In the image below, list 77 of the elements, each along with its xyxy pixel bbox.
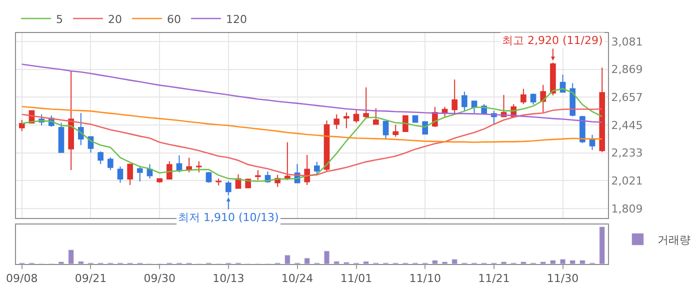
candlestick — [314, 161, 320, 175]
candlestick — [108, 156, 114, 171]
candlestick — [68, 70, 74, 171]
bar — [324, 250, 330, 264]
candlestick — [127, 164, 133, 186]
x-tick-label: 11/10 — [409, 272, 441, 286]
candlestick — [363, 86, 369, 120]
candlestick — [353, 110, 360, 124]
candlestick — [186, 157, 192, 173]
candlestick — [255, 170, 261, 180]
bar — [432, 260, 438, 264]
bar — [363, 261, 370, 264]
y-tick-label: 2,657 — [611, 90, 643, 104]
candlestick — [334, 114, 340, 130]
candlestick — [137, 166, 143, 182]
candlestick — [530, 92, 536, 106]
candlestick — [156, 178, 162, 184]
line-series — [21, 88, 603, 182]
y-tick-label: 2,445 — [611, 118, 643, 132]
bar — [570, 260, 576, 264]
annotation: 최고 2,920 (11/29) — [502, 34, 603, 47]
y-tick-label: 2,021 — [611, 174, 643, 188]
candlestick — [344, 112, 350, 129]
x-tick-label: 11/01 — [340, 272, 372, 286]
x-tick-label: 09/30 — [144, 272, 176, 286]
y-tick-label: 2,869 — [611, 63, 643, 76]
candlestick — [117, 166, 124, 184]
legend-label: 거래량 — [658, 234, 691, 247]
bar — [452, 258, 458, 264]
candlestick — [452, 79, 458, 114]
candlestick — [382, 120, 389, 140]
candlestick — [98, 150, 104, 165]
candlestick — [216, 178, 222, 186]
candlestick — [373, 108, 379, 126]
x-tick-label: 11/30 — [546, 272, 579, 286]
bar — [68, 250, 74, 264]
legend-label: 5 — [56, 12, 63, 26]
candlestick — [462, 91, 468, 112]
annotation: 최저 1,910 (10/13) — [178, 211, 279, 224]
legend-label: 120 — [226, 12, 247, 26]
candlestick — [304, 154, 310, 186]
candlestick — [18, 120, 25, 132]
candlestick — [78, 112, 84, 146]
legend-label: 20 — [108, 12, 122, 26]
line-series — [21, 108, 603, 176]
legend-label: 60 — [167, 12, 181, 26]
candlestick — [520, 88, 526, 105]
bar — [560, 258, 566, 264]
bar — [284, 254, 290, 264]
candlestick — [599, 67, 606, 153]
y-tick-label: 3,081 — [611, 35, 643, 48]
candlestick — [392, 124, 398, 138]
candlestick — [589, 134, 596, 150]
candlestick — [226, 180, 232, 196]
x-tick-label: 09/21 — [74, 272, 107, 286]
candlestick — [402, 115, 408, 132]
y-tick-label: 2,233 — [611, 146, 643, 160]
bar — [579, 260, 586, 264]
candlestick — [166, 160, 172, 180]
line-series — [21, 106, 603, 143]
candlestick — [58, 122, 64, 154]
x-tick-label: 10/24 — [281, 272, 314, 286]
bar — [599, 226, 606, 264]
bar — [334, 261, 340, 264]
bar — [304, 258, 310, 264]
line-series — [21, 64, 603, 123]
candlestick — [196, 160, 202, 173]
candlestick — [550, 62, 556, 96]
x-tick-label: 10/13 — [212, 272, 244, 286]
y-tick-label: 1,809 — [611, 202, 643, 216]
x-tick-label: 11/21 — [478, 272, 510, 286]
x-tick-label: 09/08 — [6, 272, 38, 286]
candlestick — [412, 115, 418, 124]
bar — [550, 260, 556, 264]
candlestick — [540, 84, 546, 113]
candlestick — [206, 172, 212, 184]
bar — [78, 261, 84, 264]
